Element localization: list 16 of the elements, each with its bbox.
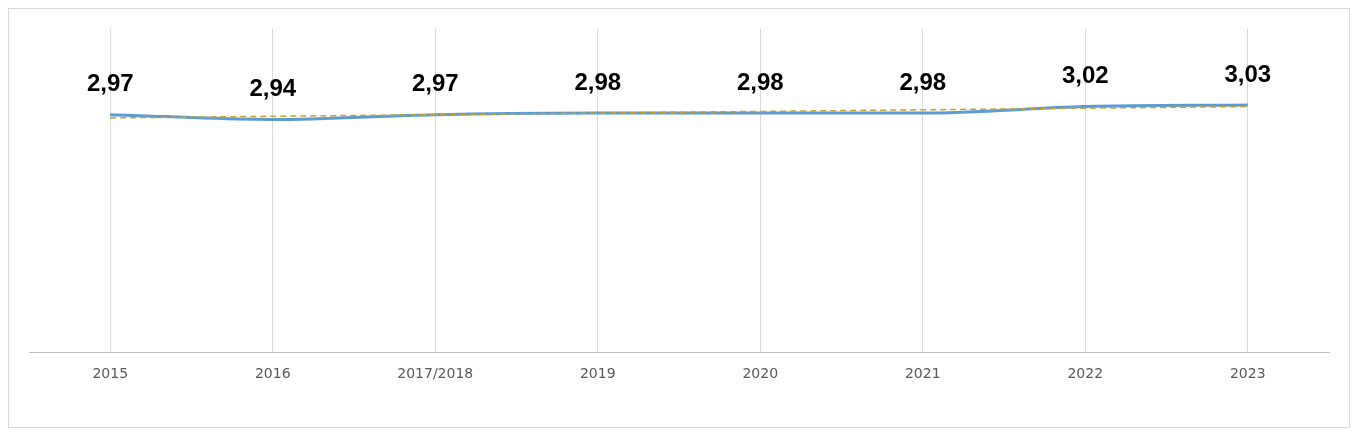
data-label: 2,97: [411, 69, 459, 97]
x-tick-label: 2017/2018: [397, 365, 474, 382]
data-label: 2,98: [574, 67, 622, 95]
x-tick-label: 2020: [742, 365, 779, 382]
x-tick-label: 2023: [1229, 365, 1266, 382]
x-tick-label: 2016: [254, 365, 291, 382]
x-tick-label: 2019: [579, 365, 616, 382]
data-label: 2,98: [899, 67, 947, 95]
x-tick-label: 2015: [92, 365, 129, 382]
x-tick-label: 2022: [1067, 365, 1104, 382]
data-label: 2,98: [736, 67, 784, 95]
data-label: 3,02: [1061, 61, 1109, 89]
data-label: 2,94: [249, 74, 297, 102]
data-label: 2,97: [86, 69, 134, 97]
x-tick-label: 2021: [904, 365, 941, 382]
data-label: 3,03: [1224, 59, 1272, 87]
